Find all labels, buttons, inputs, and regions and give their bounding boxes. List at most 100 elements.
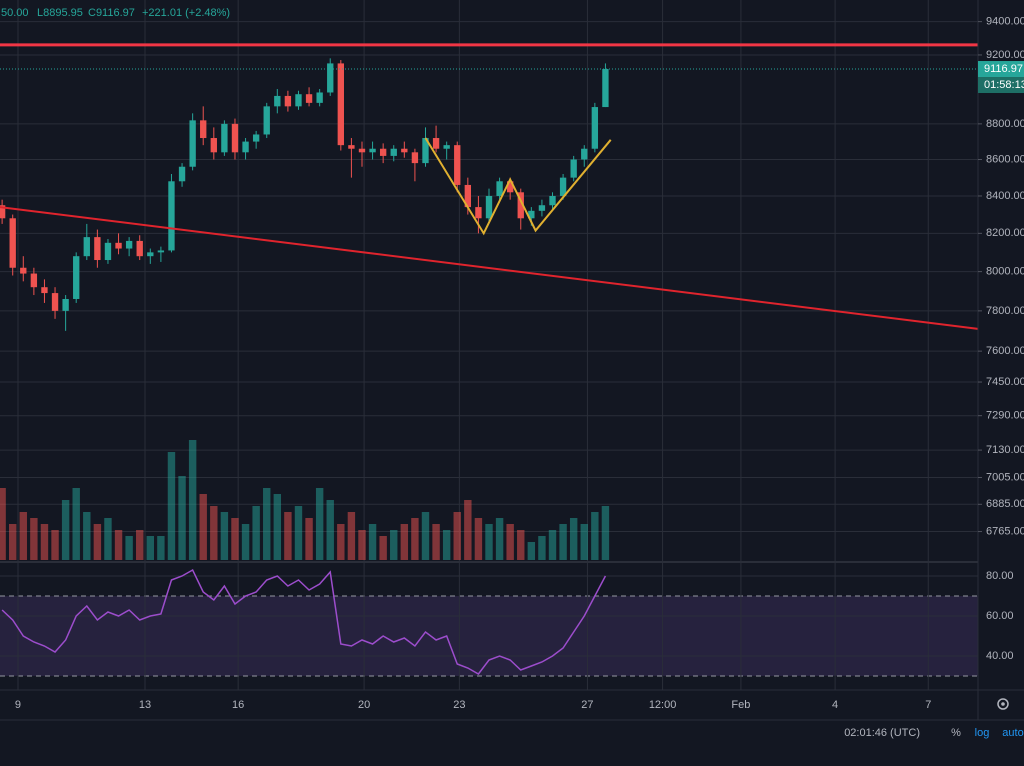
candle-body [305, 94, 313, 103]
candle-body [115, 242, 122, 249]
volume-bar [30, 518, 38, 560]
candle-body [231, 123, 239, 153]
candle-body [242, 141, 249, 153]
candle-body [432, 138, 440, 149]
percent-button[interactable]: % [951, 727, 961, 739]
candle-body [51, 293, 59, 311]
candle-body [168, 181, 175, 251]
y-tick-label: 8400.00 [986, 190, 1024, 202]
volume-bar [83, 512, 91, 560]
x-tick-label: 20 [358, 699, 370, 711]
candle-body [591, 107, 599, 149]
candle-body [147, 252, 154, 257]
candle-body [30, 273, 38, 288]
volume-bar [315, 488, 324, 560]
volume-bar [358, 530, 366, 560]
volume-bar [390, 530, 398, 560]
candle-body [496, 181, 503, 196]
volume-bar [326, 500, 334, 560]
volume-bar [400, 524, 409, 560]
volume-bar [559, 524, 567, 560]
volume-bar [305, 518, 313, 560]
candle-body [549, 195, 556, 206]
volume-bar [453, 512, 461, 560]
y-tick-label: 9400.00 [986, 16, 1024, 28]
candle-body [528, 210, 535, 219]
volume-bar [284, 512, 292, 560]
volume-bar [199, 494, 207, 560]
rsi-line [1, 568, 607, 675]
candle-body [94, 237, 101, 261]
volume-bar [368, 524, 377, 560]
volume-bar [337, 524, 345, 560]
candle-body [559, 177, 567, 196]
volume-bar [220, 512, 229, 560]
candle-body [136, 240, 143, 257]
candle-body [157, 250, 165, 253]
volume-bar [231, 518, 239, 560]
header-change: +221.01 (+2.48%) [142, 7, 230, 19]
y-tick-label: 7290.00 [986, 410, 1024, 422]
volume-bar [580, 524, 588, 560]
volume-bar [241, 524, 250, 560]
candle-body [200, 120, 207, 139]
volume-bar [591, 512, 599, 560]
candle-body [401, 148, 408, 153]
last-price-box [978, 61, 1024, 78]
candle-body [390, 148, 397, 156]
x-tick-label: 12:00 [649, 699, 677, 711]
rsi-tick-label: 80.00 [986, 570, 1014, 582]
volume-bar [157, 536, 165, 560]
settings-icon[interactable] [997, 698, 1009, 710]
candle-body [125, 240, 133, 249]
countdown-box [978, 77, 1024, 94]
candle-body [104, 242, 112, 261]
x-tick-label: 27 [581, 699, 593, 711]
y-tick-label: 7600.00 [986, 345, 1024, 357]
rsi-tick-label: 60.00 [986, 610, 1014, 622]
candle-body [517, 192, 524, 219]
drawing-line [424, 137, 612, 236]
y-tick-label: 8600.00 [986, 153, 1024, 165]
volume-bar [8, 524, 17, 560]
volume-layer [0, 440, 610, 560]
volume-bar [252, 506, 260, 560]
candle-body [20, 267, 27, 274]
volume-bar [379, 536, 387, 560]
volume-bar [506, 524, 514, 560]
candle-body [274, 95, 281, 107]
annotation-layer [0, 43, 979, 330]
candle-layer [0, 58, 609, 331]
candle-body [0, 205, 6, 219]
candle-body [9, 218, 16, 268]
volume-bar [517, 530, 525, 560]
volume-bar [601, 506, 610, 560]
candle-body [581, 148, 588, 160]
volume-bar [167, 452, 176, 560]
volume-bar [527, 542, 536, 560]
candle-body [485, 195, 493, 219]
volume-bar [114, 530, 123, 560]
candle-body [295, 94, 302, 107]
candle-body [411, 152, 419, 164]
rsi-tick-label: 40.00 [986, 650, 1014, 662]
candle-body [602, 69, 609, 108]
rsi-band-fill [0, 596, 978, 676]
candle-body [62, 298, 69, 311]
header-low: L8895.95 [37, 7, 83, 19]
countdown-label: 01:58:13 [984, 79, 1024, 91]
candle-body [464, 184, 472, 208]
candle-body [327, 63, 334, 93]
volume-bar [548, 530, 557, 560]
y-tick-label: 7005.00 [986, 471, 1024, 483]
x-tick-label: 23 [453, 699, 465, 711]
last-price-label: 9116.97 [984, 63, 1023, 75]
y-tick-label: 8000.00 [986, 266, 1024, 278]
auto-button[interactable]: auto [1002, 727, 1023, 739]
volume-bar [0, 488, 6, 560]
y-tick-label: 6885.00 [986, 498, 1024, 510]
candle-body [443, 145, 450, 149]
log-button[interactable]: log [975, 727, 990, 739]
x-tick-label: 4 [832, 699, 838, 711]
